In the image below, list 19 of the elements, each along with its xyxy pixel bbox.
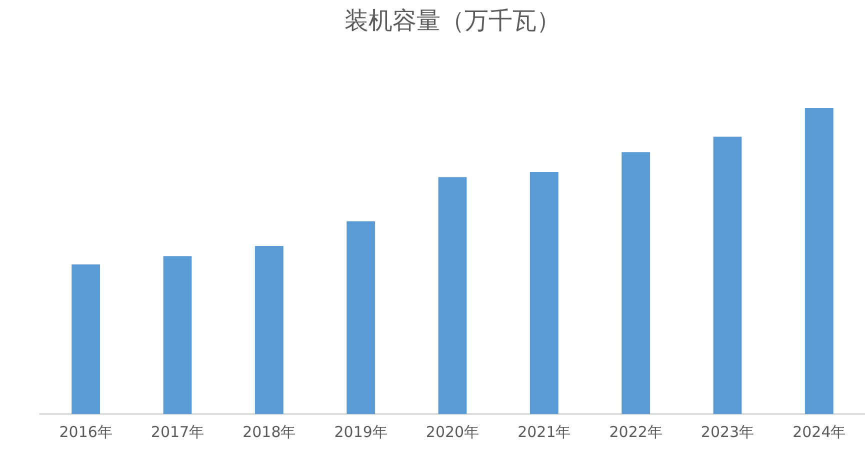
bar xyxy=(713,136,742,414)
bar xyxy=(72,264,100,414)
x-tick-label: 2016年 xyxy=(59,422,112,441)
x-tick-label: 2018年 xyxy=(242,422,296,441)
x-tick-label: 2023年 xyxy=(700,422,754,441)
x-tick-label: 2019年 xyxy=(334,422,388,441)
x-tick-label: 2020年 xyxy=(426,422,480,441)
bar xyxy=(438,177,467,414)
chart-title: 装机容量（万千瓦） xyxy=(344,6,560,35)
bar xyxy=(622,152,650,414)
x-tick-label: 2024年 xyxy=(792,422,846,441)
x-tick-label: 2021年 xyxy=(518,422,571,441)
bar xyxy=(804,108,834,414)
bar xyxy=(163,256,192,414)
bar xyxy=(530,172,558,414)
x-tick-label: 2017年 xyxy=(150,422,204,441)
x-tick-label: 2022年 xyxy=(609,422,662,441)
bar xyxy=(254,246,284,414)
bar xyxy=(346,221,376,414)
